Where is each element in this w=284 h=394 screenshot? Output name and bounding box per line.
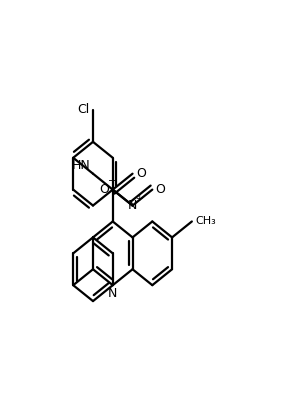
Text: O: O [100, 183, 109, 196]
Text: O: O [156, 183, 166, 196]
Text: N: N [108, 287, 118, 300]
Text: Cl: Cl [78, 104, 90, 117]
Text: N: N [128, 199, 137, 212]
Text: CH₃: CH₃ [195, 216, 216, 227]
Text: −: − [108, 176, 116, 186]
Text: +: + [135, 194, 142, 203]
Text: HN: HN [72, 159, 90, 172]
Text: O: O [136, 167, 146, 180]
